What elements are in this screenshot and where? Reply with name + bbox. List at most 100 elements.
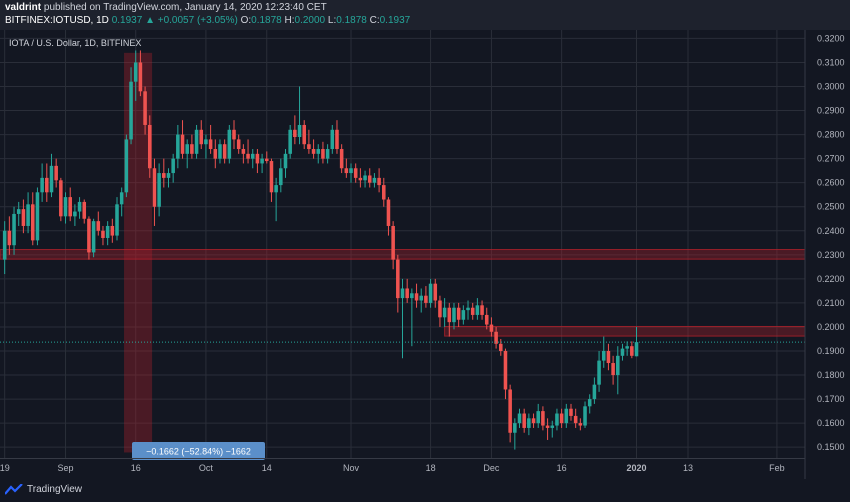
candle-down [367,175,372,183]
symbol-label: BITFINEX:IOTUSD, 1D [5,15,109,26]
measure-label: −0.1662 (−52.84%) −1662 [146,447,251,457]
candle-down [377,177,381,186]
candle-down [573,415,578,424]
candle-up [274,185,278,193]
author-name[interactable]: valdrint [5,2,42,13]
candle-down [424,295,428,303]
candle-up [564,408,569,424]
candle-down [311,149,316,154]
candle-down [264,158,269,162]
candle-down [456,307,461,320]
candle-up [410,293,414,299]
candle-down [386,199,391,226]
resistance-zone [444,325,806,337]
x-tick-label: 16 [131,463,141,473]
candle-up [527,418,531,428]
x-tick-label: Dec [483,463,500,473]
candle-up [133,62,138,82]
time-axis[interactable]: 19 Sep 16 Oct 14 Nov 18 Dec 16 2020 13 Feb [0,458,805,474]
close-label: C: [369,15,380,26]
candle-up [363,175,367,181]
x-tick-label: Feb [769,463,785,473]
candle-down [302,124,306,145]
candle-down [152,168,157,207]
x-tick-label: Oct [199,463,214,473]
chart-grid [0,30,805,458]
candle-up [119,192,124,205]
candle-up [475,305,480,315]
candle-up [536,411,541,424]
candle-up [26,204,30,226]
last-price: 0.1937 [111,15,143,26]
candle-down [391,225,395,260]
candle-down [7,230,12,246]
candle-up [250,153,255,159]
candle-down [433,283,438,301]
candle-down [531,418,536,424]
candle-up [452,307,456,323]
candle-down [541,411,545,426]
ticker-line: BITFINEX:IOTUSD, 1D 0.1937 ▲ +0.0057 (+3… [5,15,410,26]
y-tick-label: 0.1600 [817,418,845,428]
chart-footer [0,479,850,502]
candle-down [293,129,297,137]
candle-up [171,158,175,174]
candle-down [382,185,386,200]
candle-down [236,139,241,150]
candle-up [330,129,335,150]
y-tick-label: 0.1700 [817,394,845,404]
candle-down [470,307,475,315]
candle-down [578,423,583,426]
candle-up [2,230,7,260]
candle-up [517,413,522,424]
price-axis[interactable]: 0.3200 0.3100 0.3000 0.2900 0.2800 0.2700 0.26… [804,30,850,479]
measure-label-box [132,442,265,460]
candle-up [35,192,40,241]
y-tick-label: 0.2900 [817,106,845,116]
measure-range-box [124,52,153,453]
candle-down [82,201,87,219]
candle-down [54,165,58,181]
candle-up [176,134,180,159]
candle-down [213,149,218,159]
resistance-zone [0,249,806,260]
candle-down [358,177,363,181]
candle-down [180,134,185,154]
candle-up [620,348,625,356]
candle-down [30,204,35,241]
y-tick-label: 0.1900 [817,346,845,356]
tradingview-logo[interactable]: TradingView [5,484,82,495]
candle-up [260,158,264,164]
y-tick-label: 0.1500 [817,442,845,452]
candle-up [115,204,119,236]
candle-down [499,343,503,351]
x-tick-label: 13 [683,463,693,473]
candle-up [466,307,470,311]
high-value: 0.2000 [294,15,326,26]
candle-down [21,209,26,226]
candle-down [438,300,442,318]
close-value: 0.1937 [379,15,411,26]
candle-up [279,168,283,186]
candle-down [611,363,615,376]
y-tick-label: 0.2800 [817,130,845,140]
candle-down [246,153,250,159]
chart-header: valdrint published on TradingView.com, J… [0,0,850,30]
candle-down [59,180,63,217]
candle-down [480,305,484,315]
candle-up [194,129,199,154]
candle-down [45,177,49,193]
candle-down [110,225,115,236]
candle-down [503,351,508,390]
x-tick-label: 19 [0,463,10,473]
open-value: 0.1878 [251,15,282,26]
candle-down [489,324,494,332]
low-value: 0.1878 [336,15,367,26]
candle-up [442,307,447,318]
candlestick-chart[interactable]: −0.1662 (−52.84%) −1662 0.1937 0.32000.3… [0,30,850,479]
candle-down [569,408,573,416]
y-tick-label: 0.1800 [817,370,845,380]
candle-up [550,425,555,428]
candle-down [559,413,564,424]
candle-down [508,389,512,433]
